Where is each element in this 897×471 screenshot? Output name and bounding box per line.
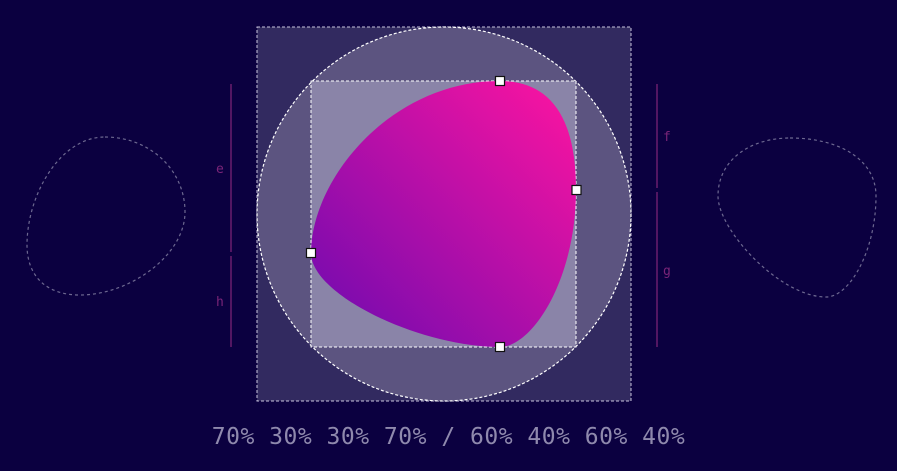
border-radius-value: 70% 30% 30% 70% / 60% 40% 60% 40% (211, 424, 686, 450)
label-h: h (216, 295, 224, 310)
ghost-shape-left (26, 136, 186, 296)
top-handle[interactable] (494, 75, 506, 87)
label-g: g (663, 264, 671, 279)
label-e: e (216, 162, 224, 177)
right-handle[interactable] (571, 184, 582, 196)
left-handle[interactable] (305, 247, 317, 259)
blob-shape (311, 81, 576, 347)
ghost-shape-right (717, 137, 877, 298)
bottom-handle[interactable] (494, 341, 506, 353)
label-f: f (663, 130, 671, 145)
